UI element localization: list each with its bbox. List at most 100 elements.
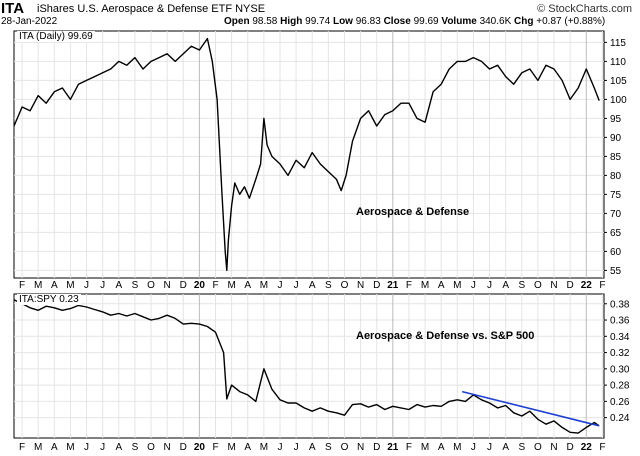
y-tick-label: 0.32 <box>610 348 630 359</box>
x-tick-label: 21 <box>387 280 399 291</box>
x-tick-label: M <box>34 442 42 453</box>
series-line <box>13 37 600 272</box>
x-tick-label: J <box>471 442 476 453</box>
x-tick-label: A <box>244 442 251 453</box>
x-tick-label: O <box>534 280 542 291</box>
price-panel-annotation: Aerospace & Defense <box>356 206 470 218</box>
x-tick-label: J <box>84 442 89 453</box>
y-tick-label: 60 <box>610 247 622 258</box>
x-tick-label: M <box>66 280 74 291</box>
x-tick-label: J <box>277 442 282 453</box>
quote-line: Open 98.58 High 99.74 Low 96.83 Close 99… <box>224 16 605 27</box>
x-tick-label: D <box>180 280 187 291</box>
chart-header: ITA iShares U.S. Aerospace & Defense ETF… <box>0 0 640 30</box>
x-tick-label: F <box>599 442 605 453</box>
x-tick-label: F <box>19 442 25 453</box>
volume-label: Volume <box>441 16 477 27</box>
x-tick-label: 22 <box>581 442 593 453</box>
x-tick-label: A <box>438 280 445 291</box>
x-tick-label: M <box>34 280 42 291</box>
x-tick-label: A <box>244 280 251 291</box>
x-tick-label: A <box>309 280 316 291</box>
y-tick-label: 95 <box>610 114 622 125</box>
low-value: 96.83 <box>355 16 381 27</box>
x-tick-label: 22 <box>581 280 593 291</box>
y-tick-label: 0.36 <box>610 316 630 327</box>
y-tick-label: 80 <box>610 171 622 182</box>
x-tick-label: F <box>599 280 605 291</box>
panel-frame <box>13 293 605 439</box>
x-tick-label: F <box>212 442 218 453</box>
price-panel-legend: ITA (Daily) 99.69 <box>17 31 95 42</box>
x-tick-label: M <box>421 280 429 291</box>
x-tick-label: J <box>277 280 282 291</box>
y-tick-label: 110 <box>610 57 626 68</box>
x-tick-label: O <box>147 442 155 453</box>
x-tick-label: M <box>421 442 429 453</box>
x-tick-label: A <box>502 442 509 453</box>
x-tick-label: A <box>438 442 445 453</box>
x-tick-label: J <box>487 280 492 291</box>
y-tick-label: 0.38 <box>610 299 630 310</box>
x-tick-label: S <box>132 442 139 453</box>
x-tick-label: A <box>502 280 509 291</box>
y-tick-label: 105 <box>610 76 627 87</box>
y-tick-label: 55 <box>610 266 622 277</box>
x-tick-label: M <box>453 280 461 291</box>
x-tick-label: A <box>51 442 58 453</box>
close-value: 99.69 <box>413 16 439 27</box>
x-tick-label: S <box>518 280 525 291</box>
x-tick-label: 20 <box>194 442 206 453</box>
open-label: Open <box>224 16 250 27</box>
x-tick-label: N <box>164 280 171 291</box>
x-tick-label: M <box>260 280 268 291</box>
low-label: Low <box>332 16 353 27</box>
x-tick-label: S <box>325 280 332 291</box>
trendline <box>461 390 600 427</box>
high-value: 99.74 <box>305 16 331 27</box>
x-tick-label: O <box>341 442 349 453</box>
x-tick-label: 21 <box>387 442 399 453</box>
y-tick-label: 115 <box>610 38 626 49</box>
x-tick-label: M <box>66 442 74 453</box>
brand-label: © StockCharts.com <box>537 3 632 15</box>
ratio-panel-annotation: Aerospace & Defense vs. S&P 500 <box>356 330 535 342</box>
x-tick-label: N <box>550 280 557 291</box>
x-tick-label: A <box>115 280 122 291</box>
y-tick-label: 85 <box>610 152 622 163</box>
x-tick-label: A <box>115 442 122 453</box>
x-tick-label: F <box>19 280 25 291</box>
high-label: High <box>280 16 303 27</box>
x-tick-label: D <box>373 442 380 453</box>
x-tick-label: D <box>180 442 187 453</box>
y-tick-label: 90 <box>610 133 622 144</box>
x-tick-label: 20 <box>194 280 206 291</box>
y-tick-label: 70 <box>610 209 622 220</box>
chg-value: +0.87 (+0.88%) <box>536 16 606 27</box>
quote-date: 28-Jan-2022 <box>1 16 58 27</box>
y-tick-label: 100 <box>610 95 627 106</box>
x-tick-label: O <box>147 280 155 291</box>
series-line <box>13 299 600 434</box>
close-label: Close <box>383 16 411 27</box>
x-tick-label: F <box>406 442 412 453</box>
x-tick-label: N <box>550 442 557 453</box>
y-tick-label: 0.24 <box>610 413 630 424</box>
x-tick-label: S <box>132 280 139 291</box>
x-tick-label: S <box>325 442 332 453</box>
x-tick-label: O <box>341 280 349 291</box>
x-tick-label: M <box>227 442 235 453</box>
x-tick-label: D <box>567 280 574 291</box>
volume-value: 340.6K <box>479 16 512 27</box>
x-tick-label: M <box>227 280 235 291</box>
y-tick-label: 0.34 <box>610 332 630 343</box>
x-tick-label: D <box>567 442 574 453</box>
y-tick-label: 65 <box>610 228 622 239</box>
x-tick-label: A <box>51 280 58 291</box>
open-value: 98.58 <box>252 16 278 27</box>
x-tick-label: J <box>294 442 299 453</box>
x-tick-label: J <box>84 280 89 291</box>
symbol: ITA <box>1 0 25 17</box>
x-tick-label: M <box>260 442 268 453</box>
x-tick-label: N <box>357 280 364 291</box>
